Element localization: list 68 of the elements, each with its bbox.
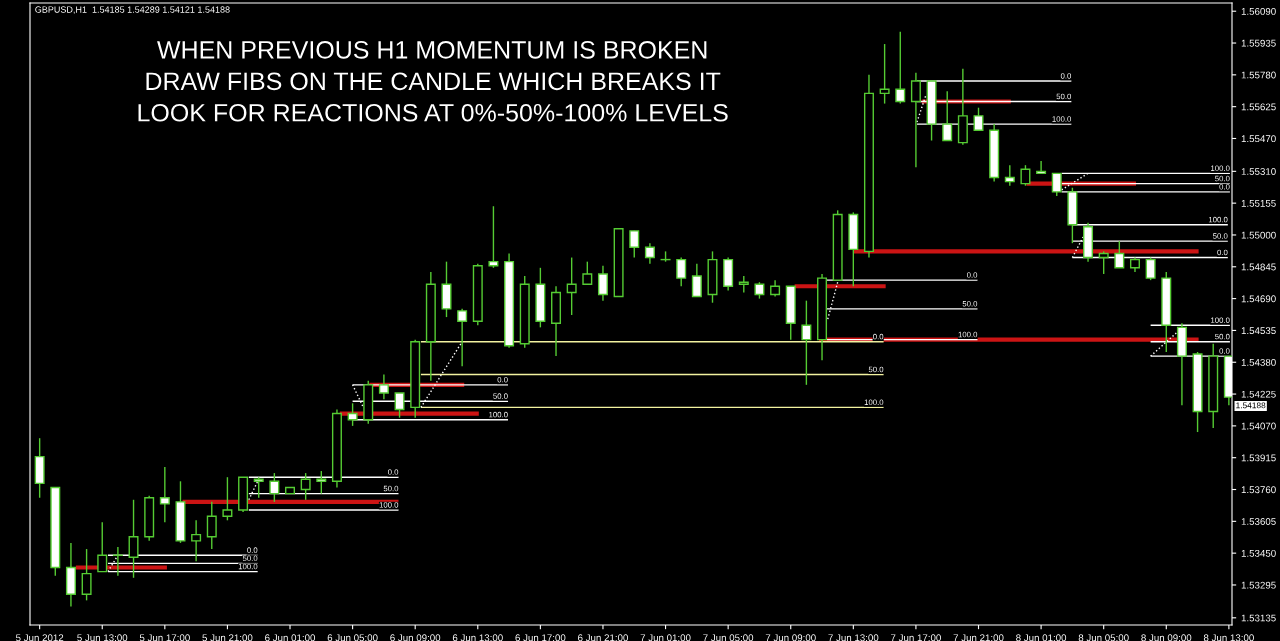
y-tick-label: 1.55780 (1241, 71, 1276, 79)
candlestick (566, 256, 577, 316)
candlestick (1098, 250, 1109, 275)
x-tick-label: 5 Jun 2012 (15, 634, 64, 641)
x-tick-label: 8 Jun 13:00 (1203, 634, 1254, 641)
annotation: GBPUSD,H1 1.54185 1.54289 1.54121 1.54188 (35, 6, 230, 14)
candlestick (910, 72, 921, 168)
candlestick (1036, 160, 1047, 175)
y-tick-label: 1.53450 (1241, 549, 1276, 557)
x-tick-label: 8 Jun 05:00 (1078, 634, 1129, 641)
x-tick-label: 6 Jun 17:00 (515, 634, 566, 641)
candlestick (81, 548, 92, 602)
x-tick-label: 5 Jun 21:00 (202, 634, 253, 641)
candlestick (644, 242, 655, 265)
candlestick (691, 263, 702, 298)
y-tick-label: 1.55935 (1241, 39, 1276, 47)
y-tick-label: 1.55310 (1241, 168, 1276, 175)
y-tick-label: 1.54070 (1241, 422, 1276, 430)
y-tick-label: 1.54380 (1241, 358, 1276, 366)
candlestick (879, 43, 890, 105)
x-tick-label: 8 Jun 09:00 (1141, 634, 1192, 641)
x-tick-label: 6 Jun 01:00 (265, 634, 316, 641)
candlestick (895, 31, 906, 105)
candlestick (597, 265, 608, 302)
y-tick-label: 1.54225 (1241, 390, 1276, 398)
y-tick-label: 1.54535 (1241, 327, 1276, 335)
candlestick (676, 256, 687, 287)
candlestick (97, 521, 108, 573)
candlestick (206, 501, 217, 550)
x-tick-label: 7 Jun 01:00 (640, 634, 691, 641)
x-tick-label: 7 Jun 13:00 (828, 634, 879, 641)
y-tick-label: 1.53135 (1241, 614, 1276, 622)
y-tick-label: 1.53295 (1241, 581, 1276, 589)
y-tick-label: 1.53760 (1241, 486, 1276, 494)
candlestick (1004, 164, 1015, 187)
y-tick-label: 1.55470 (1241, 135, 1276, 143)
candlestick (191, 519, 202, 563)
x-tick-label: 7 Jun 21:00 (953, 634, 1004, 641)
candlestick (159, 466, 170, 524)
y-tick-label: 1.54690 (1241, 295, 1276, 303)
y-tick-label: 1.54845 (1241, 263, 1276, 271)
candlestick (128, 499, 139, 579)
text: WHEN PREVIOUS H1 MOMENTUM IS BROKEN DRAW FIBS ON THE CANDLE WHICH BREAKS IT LOOK FOR REACTIONS AT 0%-50%-100% LEVELS (138, 40, 728, 122)
y-tick-label: 1.56090 (1241, 7, 1276, 15)
y-tick-label: 1.55155 (1241, 199, 1276, 207)
x-tick-label: 5 Jun 17:00 (139, 634, 190, 641)
x-tick-label: 6 Jun 09:00 (390, 634, 441, 641)
y-tick-label: 1.53915 (1241, 454, 1276, 462)
candlestick (801, 299, 812, 386)
x-tick-label: 7 Jun 17:00 (891, 634, 941, 641)
y-tick-label: 1.55625 (1241, 103, 1276, 111)
candlestick (300, 472, 311, 501)
candlestick (1020, 164, 1031, 187)
x-tick-label: 6 Jun 21:00 (578, 634, 628, 641)
y-tick-label: 1.53605 (1241, 518, 1276, 525)
candlestick (582, 260, 593, 285)
x-tick-label: 6 Jun 05:00 (327, 634, 378, 641)
x-tick-label: 8 Jun 01:00 (1016, 634, 1067, 641)
y-tick-label: 1.55000 (1241, 231, 1276, 239)
x-tick-label: 5 Jun 13:00 (77, 634, 128, 641)
x-tick-label: 7 Jun 05:00 (703, 634, 754, 641)
x-tick-label: 6 Jun 13:00 (452, 634, 503, 641)
candlestick (222, 476, 233, 522)
x-tick-label: 7 Jun 09:00 (765, 634, 816, 641)
candlestick (112, 546, 123, 577)
candlestick (629, 230, 640, 259)
text: 1.54188 (1236, 402, 1266, 409)
candlestick (488, 205, 499, 269)
